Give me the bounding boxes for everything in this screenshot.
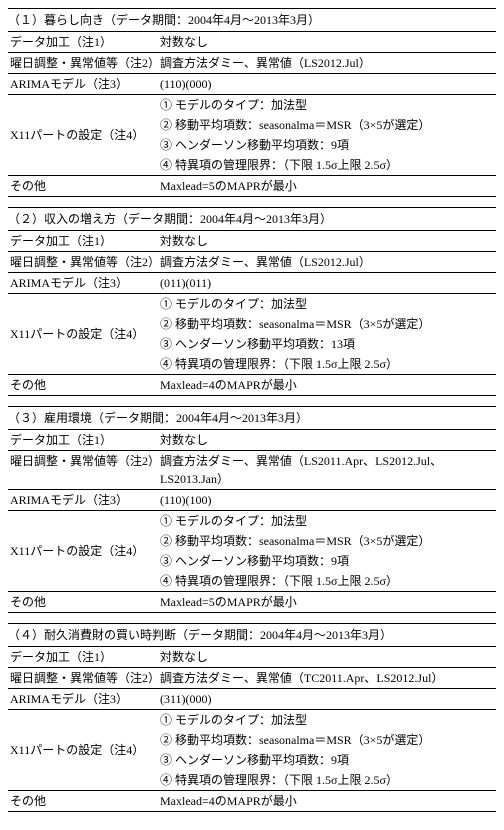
arima-label: ARIMAモデル（注3） <box>8 490 158 511</box>
arima-label: ARIMAモデル（注3） <box>8 273 158 294</box>
data-processing-label: データ加工（注1） <box>8 231 158 252</box>
other-label: その他 <box>8 176 158 197</box>
x11-line-2: ② 移動平均項数：seasonalma＝MSR（3×5が選定） <box>158 314 496 334</box>
arima-value: (011)(011) <box>158 273 496 294</box>
x11-label: X11パートの設定（注4） <box>8 294 158 375</box>
dow-value: 調査方法ダミー、異常値（TC2011.Apr、LS2012.Jul） <box>158 668 496 689</box>
data-processing-value: 対数なし <box>158 647 496 668</box>
data-processing-label: データ加工（注1） <box>8 647 158 668</box>
section-header: （２）収入の増え方（データ期間：2004年4月～2013年3月） <box>8 207 496 231</box>
other-value: Maxlead=5のMAPRが最小 <box>158 592 496 613</box>
dow-label: 曜日調整・異常値等（注2） <box>8 53 158 74</box>
arima-label: ARIMAモデル（注3） <box>8 689 158 710</box>
data-processing-label: データ加工（注1） <box>8 430 158 451</box>
other-value: Maxlead=5のMAPRが最小 <box>158 176 496 197</box>
data-processing-value: 対数なし <box>158 231 496 252</box>
data-processing-value: 対数なし <box>158 32 496 53</box>
section-0: （１）暮らし向き（データ期間：2004年4月～2013年3月） データ加工（注1… <box>8 8 496 197</box>
x11-line-3: ③ ヘンダーソン移動平均項数：9項 <box>158 750 496 770</box>
section-table: データ加工（注1） 対数なし 曜日調整・異常値等（注2） 調査方法ダミー、異常値… <box>8 32 496 197</box>
x11-label: X11パートの設定（注4） <box>8 710 158 791</box>
dow-value: 調査方法ダミー、異常値（LS2012.Jul） <box>158 252 496 273</box>
x11-line-4: ④ 特異項の管理限界：（下限 1.5σ上限 2.5σ） <box>158 155 496 176</box>
arima-label: ARIMAモデル（注3） <box>8 74 158 95</box>
data-processing-label: データ加工（注1） <box>8 32 158 53</box>
x11-line-4: ④ 特異項の管理限界：（下限 1.5σ上限 2.5σ） <box>158 354 496 375</box>
x11-label: X11パートの設定（注4） <box>8 511 158 592</box>
x11-line-4: ④ 特異項の管理限界：（下限 1.5σ上限 2.5σ） <box>158 571 496 592</box>
other-value: Maxlead=4のMAPRが最小 <box>158 791 496 812</box>
section-2: （３）雇用環境（データ期間：2004年4月～2013年3月） データ加工（注1）… <box>8 406 496 613</box>
dow-value: 調査方法ダミー、異常値（LS2011.Apr、LS2012.Jul、LS2013… <box>158 451 496 490</box>
x11-label: X11パートの設定（注4） <box>8 95 158 176</box>
x11-line-2: ② 移動平均項数：seasonalma＝MSR（3×5が選定） <box>158 531 496 551</box>
other-label: その他 <box>8 375 158 396</box>
section-table: データ加工（注1） 対数なし 曜日調整・異常値等（注2） 調査方法ダミー、異常値… <box>8 647 496 812</box>
x11-line-1: ① モデルのタイプ：加法型 <box>158 511 496 532</box>
x11-line-3: ③ ヘンダーソン移動平均項数：9項 <box>158 135 496 155</box>
section-header: （４）耐久消費財の買い時判断（データ期間：2004年4月～2013年3月） <box>8 623 496 647</box>
x11-line-1: ① モデルのタイプ：加法型 <box>158 294 496 315</box>
other-value: Maxlead=4のMAPRが最小 <box>158 375 496 396</box>
arima-value: (110)(000) <box>158 74 496 95</box>
arima-value: (110)(100) <box>158 490 496 511</box>
x11-line-3: ③ ヘンダーソン移動平均項数：9項 <box>158 551 496 571</box>
other-label: その他 <box>8 592 158 613</box>
section-header: （１）暮らし向き（データ期間：2004年4月～2013年3月） <box>8 8 496 32</box>
section-1: （２）収入の増え方（データ期間：2004年4月～2013年3月） データ加工（注… <box>8 207 496 396</box>
dow-label: 曜日調整・異常値等（注2） <box>8 668 158 689</box>
arima-value: (311)(000) <box>158 689 496 710</box>
x11-line-2: ② 移動平均項数：seasonalma＝MSR（3×5が選定） <box>158 730 496 750</box>
section-table: データ加工（注1） 対数なし 曜日調整・異常値等（注2） 調査方法ダミー、異常値… <box>8 231 496 396</box>
section-table: データ加工（注1） 対数なし 曜日調整・異常値等（注2） 調査方法ダミー、異常値… <box>8 430 496 613</box>
section-3: （４）耐久消費財の買い時判断（データ期間：2004年4月～2013年3月） デー… <box>8 623 496 812</box>
x11-line-2: ② 移動平均項数：seasonalma＝MSR（3×5が選定） <box>158 115 496 135</box>
x11-line-3: ③ ヘンダーソン移動平均項数：13項 <box>158 334 496 354</box>
dow-label: 曜日調整・異常値等（注2） <box>8 451 158 490</box>
other-label: その他 <box>8 791 158 812</box>
section-header: （３）雇用環境（データ期間：2004年4月～2013年3月） <box>8 406 496 430</box>
x11-line-4: ④ 特異項の管理限界：（下限 1.5σ上限 2.5σ） <box>158 770 496 791</box>
x11-line-1: ① モデルのタイプ：加法型 <box>158 95 496 116</box>
x11-line-1: ① モデルのタイプ：加法型 <box>158 710 496 731</box>
dow-label: 曜日調整・異常値等（注2） <box>8 252 158 273</box>
data-processing-value: 対数なし <box>158 430 496 451</box>
dow-value: 調査方法ダミー、異常値（LS2012.Jul） <box>158 53 496 74</box>
